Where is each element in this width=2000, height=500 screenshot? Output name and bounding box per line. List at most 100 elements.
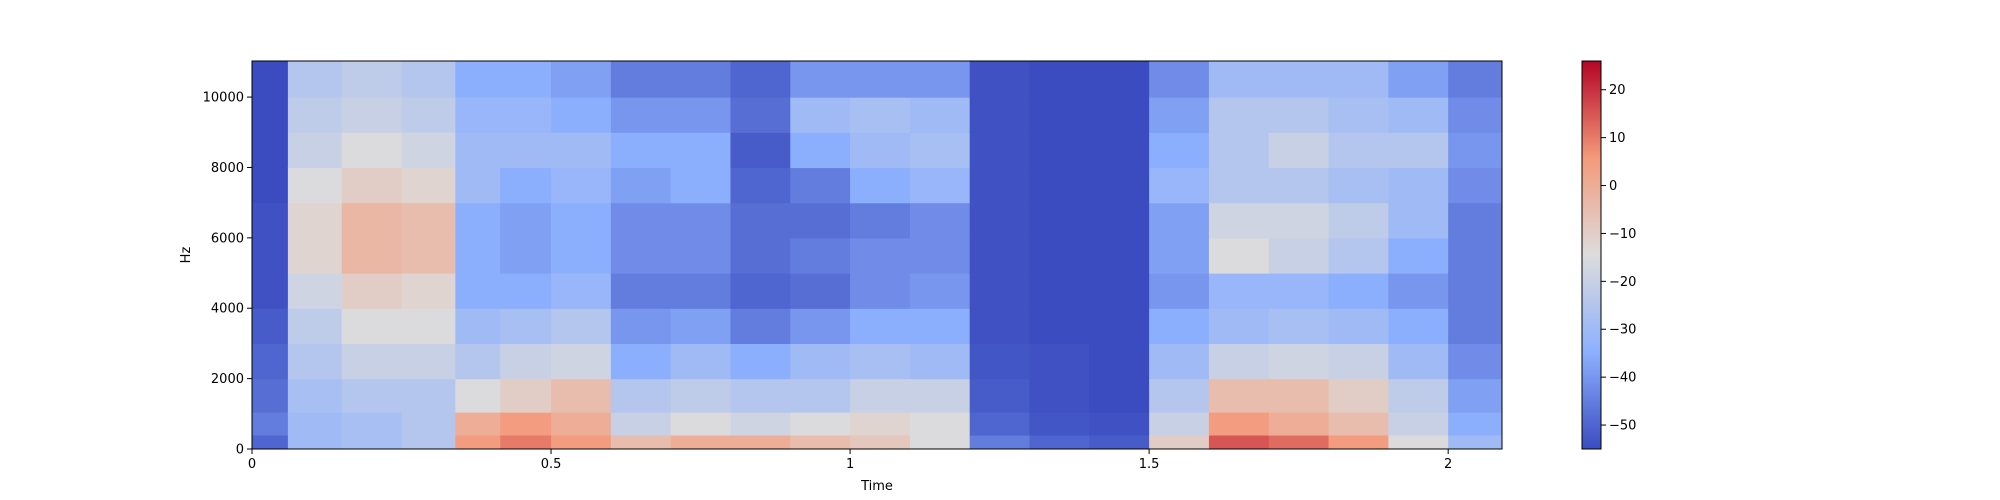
- heatmap-cell: [790, 434, 851, 449]
- heatmap-cell: [341, 434, 403, 449]
- y-tick-label: 2000: [211, 372, 244, 387]
- heatmap-cell: [500, 202, 552, 239]
- y-tick-label: 10000: [203, 91, 244, 106]
- heatmap-cell: [850, 308, 911, 345]
- x-axis-label: Time: [860, 479, 893, 494]
- colorbar-tick-label: −40: [1609, 371, 1636, 386]
- heatmap-cell: [610, 61, 672, 98]
- heatmap-cell: [341, 343, 403, 380]
- heatmap-cell: [1208, 132, 1270, 169]
- heatmap-cell: [455, 132, 501, 169]
- heatmap-cell: [969, 132, 1031, 169]
- heatmap-cell: [1208, 237, 1270, 274]
- heatmap-cell: [287, 167, 343, 204]
- heatmap-cell: [730, 132, 791, 169]
- colorbar-tick-label: 0: [1609, 179, 1617, 194]
- heatmap-cell: [1388, 202, 1449, 239]
- heatmap-cell: [252, 434, 289, 449]
- heatmap-cell: [670, 378, 732, 413]
- heatmap-cell: [500, 378, 552, 413]
- heatmap-cell: [610, 132, 672, 169]
- heatmap-cell: [455, 412, 501, 436]
- heatmap-cell: [969, 343, 1031, 380]
- heatmap-cell: [730, 308, 791, 345]
- heatmap-cell: [1029, 97, 1090, 133]
- heatmap-cell: [790, 97, 851, 133]
- heatmap-cell: [1029, 237, 1090, 274]
- heatmap-cell: [455, 61, 501, 98]
- colorbar: [1581, 60, 1602, 450]
- heatmap-cell: [670, 343, 732, 380]
- x-tick-label: 0.5: [541, 457, 562, 472]
- heatmap-cell: [1089, 273, 1150, 309]
- heatmap-cell: [1268, 343, 1330, 380]
- heatmap-cell: [341, 167, 403, 204]
- heatmap-cell: [730, 237, 791, 274]
- y-tick-label: 8000: [211, 161, 244, 176]
- heatmap-cell: [1268, 273, 1330, 309]
- heatmap-cell: [1149, 343, 1210, 380]
- heatmap-cell: [850, 378, 911, 413]
- heatmap-cell: [1388, 273, 1449, 309]
- heatmap-cell: [401, 97, 456, 133]
- y-tick-label: 4000: [211, 302, 244, 317]
- heatmap-cell: [1268, 378, 1330, 413]
- heatmap-cell: [610, 273, 672, 309]
- heatmap-cell: [790, 237, 851, 274]
- heatmap-cell: [455, 167, 501, 204]
- heatmap-cell: [1149, 237, 1210, 274]
- heatmap-cell: [1448, 97, 1502, 133]
- heatmap-cell: [551, 273, 612, 309]
- heatmap-cell: [455, 343, 501, 380]
- heatmap-cell: [1328, 61, 1389, 98]
- heatmap-cell: [969, 61, 1031, 98]
- heatmap-cell: [850, 132, 911, 169]
- heatmap-cell: [1208, 434, 1270, 449]
- heatmap-cell: [1149, 434, 1210, 449]
- heatmap-cell: [401, 412, 456, 436]
- heatmap-cell: [969, 202, 1031, 239]
- heatmap-cell: [1208, 412, 1270, 436]
- heatmap-cell: [341, 412, 403, 436]
- heatmap-cell: [969, 237, 1031, 274]
- heatmap-cell: [500, 61, 552, 98]
- heatmap-cell: [670, 273, 732, 309]
- heatmap-cell: [850, 202, 911, 239]
- colorbar-tick-label: 20: [1609, 83, 1626, 98]
- heatmap-cell: [969, 273, 1031, 309]
- heatmap-cell: [1268, 97, 1330, 133]
- heatmap-cell: [455, 434, 501, 449]
- heatmap-cell: [790, 378, 851, 413]
- heatmap-cell: [730, 61, 791, 98]
- heatmap-cell: [252, 343, 289, 380]
- heatmap-cell: [252, 61, 289, 98]
- heatmap-cell: [551, 412, 612, 436]
- heatmap-cell: [252, 202, 289, 239]
- heatmap-cell: [909, 97, 971, 133]
- heatmap-cell: [1328, 378, 1389, 413]
- heatmap-cell: [909, 434, 971, 449]
- heatmap-cell: [287, 434, 343, 449]
- heatmap-cell: [500, 412, 552, 436]
- heatmap-cell: [610, 378, 672, 413]
- heatmap-cell: [909, 378, 971, 413]
- heatmap-cell: [252, 412, 289, 436]
- heatmap-cell: [1328, 167, 1389, 204]
- heatmap-cell: [1448, 61, 1502, 98]
- heatmap-cell: [730, 434, 791, 449]
- heatmap-cell: [670, 97, 732, 133]
- heatmap-cell: [551, 378, 612, 413]
- heatmap-cell: [1208, 202, 1270, 239]
- heatmap-cell: [1448, 132, 1502, 169]
- heatmap-cell: [1149, 378, 1210, 413]
- heatmap-cell: [1089, 61, 1150, 98]
- heatmap-cell: [610, 308, 672, 345]
- heatmap-cell: [850, 412, 911, 436]
- heatmap-cell: [1328, 343, 1389, 380]
- heatmap-cell: [909, 308, 971, 345]
- heatmap-cell: [1388, 378, 1449, 413]
- heatmap-cell: [551, 434, 612, 449]
- heatmap-cell: [670, 237, 732, 274]
- heatmap-cell: [1268, 202, 1330, 239]
- heatmap-cell: [551, 167, 612, 204]
